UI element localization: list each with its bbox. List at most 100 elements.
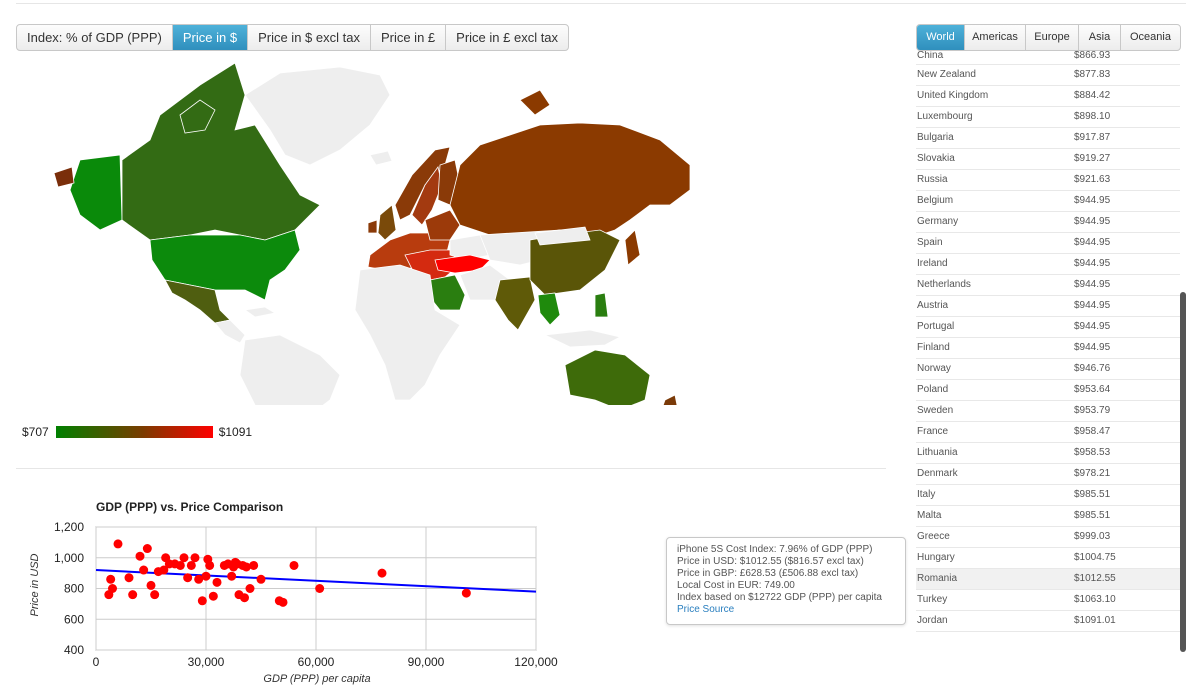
- list-country: Ireland: [917, 258, 948, 269]
- list-row[interactable]: Belgium $944.95: [916, 191, 1180, 212]
- data-point[interactable]: [289, 560, 299, 570]
- map-iceland[interactable]: [369, 150, 393, 166]
- data-point[interactable]: [113, 539, 123, 549]
- map-caribbean[interactable]: [243, 306, 277, 318]
- map-philippines[interactable]: [594, 292, 609, 318]
- list-row[interactable]: Jordan $1091.01: [916, 611, 1180, 632]
- list-row[interactable]: Russia $921.63: [916, 170, 1180, 191]
- map-poland-baltics[interactable]: [424, 209, 461, 241]
- tab-world[interactable]: World: [917, 25, 965, 50]
- tab-europe[interactable]: Europe: [1026, 25, 1079, 50]
- list-row[interactable]: United Kingdom $884.42: [916, 86, 1180, 107]
- data-point[interactable]: [241, 562, 251, 572]
- data-point[interactable]: [245, 584, 255, 593]
- map-japan[interactable]: [624, 229, 641, 266]
- list-price: $877.83: [1074, 69, 1111, 80]
- list-row[interactable]: Finland $944.95: [916, 338, 1180, 359]
- tab-price-gbp[interactable]: Price in £: [371, 25, 447, 50]
- x-tick-label: 120,000: [514, 655, 558, 669]
- map-indonesia[interactable]: [543, 329, 622, 348]
- data-point[interactable]: [190, 553, 200, 563]
- data-point[interactable]: [208, 591, 218, 601]
- list-row[interactable]: Austria $944.95: [916, 296, 1180, 317]
- list-row[interactable]: Germany $944.95: [916, 212, 1180, 233]
- list-row[interactable]: China $866.93: [916, 51, 1180, 65]
- data-point[interactable]: [183, 573, 193, 583]
- data-point[interactable]: [240, 593, 249, 603]
- list-row[interactable]: Netherlands $944.95: [916, 275, 1180, 296]
- scrollbar-thumb[interactable]: [1180, 292, 1186, 652]
- data-point[interactable]: [124, 573, 134, 583]
- tab-oceania[interactable]: Oceania: [1130, 31, 1171, 43]
- list-row[interactable]: Malta $985.51: [916, 506, 1180, 527]
- list-row[interactable]: New Zealand $877.83: [916, 65, 1180, 86]
- list-row[interactable]: Luxembourg $898.10: [916, 107, 1180, 128]
- map-canada-arctic[interactable]: [179, 99, 216, 134]
- map-ireland[interactable]: [367, 219, 378, 234]
- map-russia[interactable]: [449, 122, 691, 236]
- data-point[interactable]: [249, 560, 259, 570]
- map-india[interactable]: [494, 276, 536, 331]
- data-point[interactable]: [150, 590, 160, 600]
- map-uk[interactable]: [377, 204, 397, 241]
- data-point[interactable]: [212, 577, 222, 587]
- data-point[interactable]: [227, 571, 237, 581]
- map-southeast-asia[interactable]: [537, 292, 561, 326]
- tab-asia[interactable]: Asia: [1079, 25, 1121, 50]
- list-row[interactable]: Romania $1012.55: [916, 569, 1180, 590]
- data-point[interactable]: [197, 596, 207, 606]
- list-row[interactable]: Bulgaria $917.87: [916, 128, 1180, 149]
- tab-price-usd-excl-tax[interactable]: Price in $ excl tax: [248, 25, 371, 50]
- data-point[interactable]: [135, 551, 145, 561]
- world-map[interactable]: [40, 55, 700, 405]
- data-point[interactable]: [142, 544, 152, 554]
- tab-price-usd[interactable]: Price in $: [172, 25, 249, 50]
- data-point[interactable]: [108, 584, 117, 593]
- list-row[interactable]: Portugal $944.95: [916, 317, 1180, 338]
- map-new-zealand[interactable]: [658, 394, 678, 405]
- map-south-america[interactable]: [239, 334, 341, 405]
- list-row[interactable]: Norway $946.76: [916, 359, 1180, 380]
- map-far-east[interactable]: [519, 89, 551, 116]
- tab-price-gbp-excl-tax[interactable]: Price in £ excl tax: [456, 30, 559, 45]
- tab-americas[interactable]: Americas: [965, 25, 1026, 50]
- map-africa[interactable]: [354, 264, 461, 401]
- tab-index-gdp[interactable]: Index: % of GDP (PPP): [17, 25, 173, 50]
- list-row[interactable]: Slovakia $919.27: [916, 149, 1180, 170]
- data-point[interactable]: [186, 560, 196, 570]
- data-point[interactable]: [377, 568, 387, 578]
- list-row[interactable]: Lithuania $958.53: [916, 443, 1180, 464]
- map-mongolia[interactable]: [534, 226, 591, 246]
- data-point[interactable]: [205, 560, 215, 570]
- data-point[interactable]: [146, 580, 156, 590]
- data-point[interactable]: [201, 571, 211, 581]
- data-point[interactable]: [179, 553, 189, 563]
- list-row[interactable]: Sweden $953.79: [916, 401, 1180, 422]
- list-row[interactable]: Denmark $978.21: [916, 464, 1180, 485]
- list-row[interactable]: Hungary $1004.75: [916, 548, 1180, 569]
- data-point[interactable]: [106, 574, 116, 584]
- price-source-link[interactable]: Price Source: [677, 604, 735, 615]
- list-row[interactable]: Ireland $944.95: [916, 254, 1180, 275]
- x-axis-label: GDP (PPP) per capita: [263, 673, 370, 685]
- data-point[interactable]: [159, 565, 169, 575]
- map-alaska-islands[interactable]: [53, 166, 75, 188]
- list-row[interactable]: Italy $985.51: [916, 485, 1180, 506]
- list-row[interactable]: Poland $953.64: [916, 380, 1180, 401]
- map-greenland[interactable]: [244, 66, 391, 166]
- map-central-america[interactable]: [214, 319, 246, 344]
- list-row[interactable]: France $958.47: [916, 422, 1180, 443]
- data-point[interactable]: [461, 588, 471, 598]
- map-alaska[interactable]: [69, 154, 123, 231]
- list-row[interactable]: Spain $944.95: [916, 233, 1180, 254]
- data-point[interactable]: [194, 574, 204, 584]
- data-point[interactable]: [256, 574, 266, 584]
- list-row[interactable]: Turkey $1063.10: [916, 590, 1180, 611]
- data-point[interactable]: [278, 597, 288, 607]
- data-point[interactable]: [128, 590, 138, 600]
- data-point[interactable]: [139, 565, 149, 575]
- data-point[interactable]: [315, 584, 325, 593]
- data-point[interactable]: [175, 560, 185, 570]
- list-row[interactable]: Greece $999.03: [916, 527, 1180, 548]
- map-australia[interactable]: [564, 349, 651, 405]
